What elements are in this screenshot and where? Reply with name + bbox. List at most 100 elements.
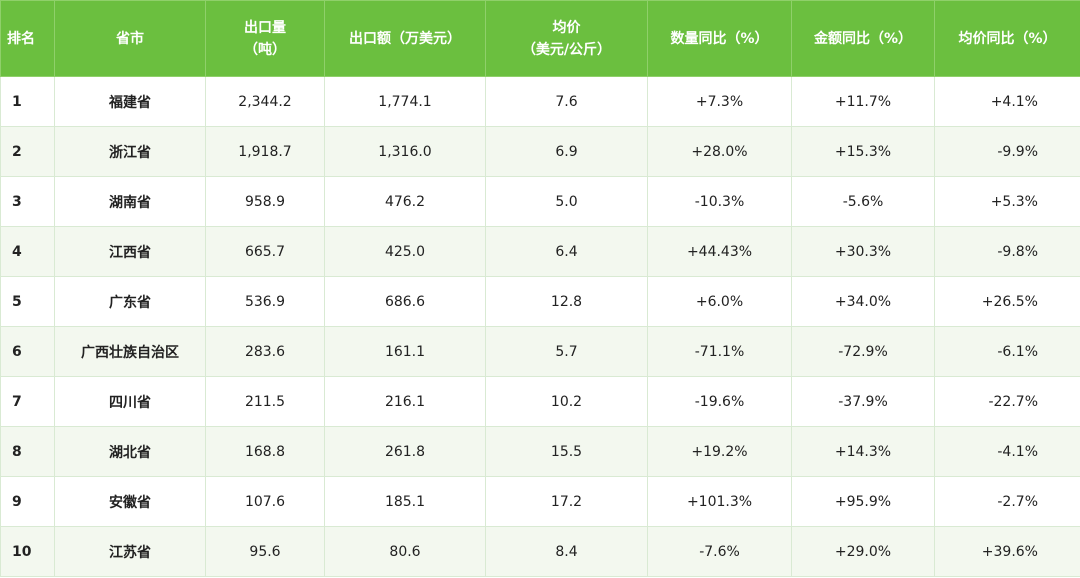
- cell-volume: 168.8: [205, 426, 325, 477]
- cell-value: 161.1: [324, 326, 486, 377]
- cell-volume: 665.7: [205, 226, 325, 277]
- cell-price-yoy: +26.5%: [934, 276, 1080, 327]
- cell-value: 686.6: [324, 276, 486, 327]
- header-rank: 排名: [0, 0, 55, 77]
- cell-rank: 9: [0, 476, 55, 527]
- cell-province: 江西省: [54, 226, 206, 277]
- table-row: 6 广西壮族自治区 283.6 161.1 5.7 -71.1% -72.9% -6.1%: [0, 326, 1080, 377]
- cell-price-yoy: -2.7%: [934, 476, 1080, 527]
- cell-value: 476.2: [324, 176, 486, 227]
- cell-volume: 107.6: [205, 476, 325, 527]
- cell-rank: 10: [0, 526, 55, 577]
- cell-volume-yoy: +44.43%: [647, 226, 792, 277]
- header-value: 出口额（万美元）: [324, 0, 486, 77]
- cell-value-yoy: +34.0%: [791, 276, 935, 327]
- table-row: 4 江西省 665.7 425.0 6.4 +44.43% +30.3% -9.8%: [0, 226, 1080, 277]
- header-volume-yoy: 数量同比（%）: [647, 0, 792, 77]
- cell-price: 8.4: [485, 526, 648, 577]
- cell-price: 10.2: [485, 376, 648, 427]
- cell-value-yoy: +29.0%: [791, 526, 935, 577]
- cell-value-yoy: -72.9%: [791, 326, 935, 377]
- cell-price: 6.9: [485, 126, 648, 177]
- cell-volume-yoy: -10.3%: [647, 176, 792, 227]
- cell-price-yoy: +4.1%: [934, 76, 1080, 127]
- cell-volume-yoy: +6.0%: [647, 276, 792, 327]
- cell-rank: 8: [0, 426, 55, 477]
- cell-province: 广西壮族自治区: [54, 326, 206, 377]
- table-row: 5 广东省 536.9 686.6 12.8 +6.0% +34.0% +26.5%: [0, 276, 1080, 327]
- cell-volume-yoy: +28.0%: [647, 126, 792, 177]
- table-row: 10 江苏省 95.6 80.6 8.4 -7.6% +29.0% +39.6%: [0, 526, 1080, 577]
- cell-price: 6.4: [485, 226, 648, 277]
- header-value-yoy: 金额同比（%）: [791, 0, 935, 77]
- cell-value: 425.0: [324, 226, 486, 277]
- cell-value-yoy: +11.7%: [791, 76, 935, 127]
- cell-rank: 1: [0, 76, 55, 127]
- cell-price: 7.6: [485, 76, 648, 127]
- cell-value-yoy: +30.3%: [791, 226, 935, 277]
- cell-price: 5.7: [485, 326, 648, 377]
- cell-value: 261.8: [324, 426, 486, 477]
- cell-volume: 283.6: [205, 326, 325, 377]
- header-row: 排名 省市 出口量 （吨） 出口额（万美元） 均价 （美元/公斤） 数量同比（%） …: [0, 0, 1080, 77]
- cell-price: 5.0: [485, 176, 648, 227]
- cell-value: 80.6: [324, 526, 486, 577]
- cell-volume-yoy: -7.6%: [647, 526, 792, 577]
- header-price-yoy: 均价同比（%）: [934, 0, 1080, 77]
- cell-rank: 3: [0, 176, 55, 227]
- cell-price-yoy: -4.1%: [934, 426, 1080, 477]
- cell-price-yoy: -22.7%: [934, 376, 1080, 427]
- cell-rank: 7: [0, 376, 55, 427]
- table-row: 2 浙江省 1,918.7 1,316.0 6.9 +28.0% +15.3% -9.9%: [0, 126, 1080, 177]
- table-row: 1 福建省 2,344.2 1,774.1 7.6 +7.3% +11.7% +4.1%: [0, 76, 1080, 127]
- cell-volume-yoy: +101.3%: [647, 476, 792, 527]
- cell-price-yoy: +5.3%: [934, 176, 1080, 227]
- cell-price: 15.5: [485, 426, 648, 477]
- cell-volume: 211.5: [205, 376, 325, 427]
- cell-volume-yoy: +19.2%: [647, 426, 792, 477]
- cell-price: 12.8: [485, 276, 648, 327]
- cell-volume-yoy: -19.6%: [647, 376, 792, 427]
- table-row: 3 湖南省 958.9 476.2 5.0 -10.3% -5.6% +5.3%: [0, 176, 1080, 227]
- cell-province: 安徽省: [54, 476, 206, 527]
- cell-rank: 4: [0, 226, 55, 277]
- cell-value-yoy: -5.6%: [791, 176, 935, 227]
- cell-price-yoy: -9.9%: [934, 126, 1080, 177]
- cell-value-yoy: +95.9%: [791, 476, 935, 527]
- cell-value: 185.1: [324, 476, 486, 527]
- cell-price-yoy: +39.6%: [934, 526, 1080, 577]
- cell-price: 17.2: [485, 476, 648, 527]
- cell-province: 浙江省: [54, 126, 206, 177]
- table-row: 8 湖北省 168.8 261.8 15.5 +19.2% +14.3% -4.1%: [0, 426, 1080, 477]
- cell-volume: 536.9: [205, 276, 325, 327]
- cell-value-yoy: +15.3%: [791, 126, 935, 177]
- cell-province: 湖北省: [54, 426, 206, 477]
- cell-province: 广东省: [54, 276, 206, 327]
- cell-value: 1,774.1: [324, 76, 486, 127]
- cell-value-yoy: +14.3%: [791, 426, 935, 477]
- cell-value: 1,316.0: [324, 126, 486, 177]
- cell-province: 湖南省: [54, 176, 206, 227]
- cell-volume: 2,344.2: [205, 76, 325, 127]
- cell-price-yoy: -6.1%: [934, 326, 1080, 377]
- cell-volume: 1,918.7: [205, 126, 325, 177]
- cell-rank: 2: [0, 126, 55, 177]
- header-volume: 出口量 （吨）: [205, 0, 325, 77]
- cell-value: 216.1: [324, 376, 486, 427]
- cell-rank: 5: [0, 276, 55, 327]
- cell-volume-yoy: -71.1%: [647, 326, 792, 377]
- header-province: 省市: [54, 0, 206, 77]
- cell-price-yoy: -9.8%: [934, 226, 1080, 277]
- table-row: 9 安徽省 107.6 185.1 17.2 +101.3% +95.9% -2.7%: [0, 476, 1080, 527]
- cell-province: 福建省: [54, 76, 206, 127]
- cell-volume: 95.6: [205, 526, 325, 577]
- cell-province: 江苏省: [54, 526, 206, 577]
- cell-province: 四川省: [54, 376, 206, 427]
- cell-rank: 6: [0, 326, 55, 377]
- table-row: 7 四川省 211.5 216.1 10.2 -19.6% -37.9% -22.7%: [0, 376, 1080, 427]
- cell-value-yoy: -37.9%: [791, 376, 935, 427]
- cell-volume-yoy: +7.3%: [647, 76, 792, 127]
- header-price: 均价 （美元/公斤）: [485, 0, 648, 77]
- cell-volume: 958.9: [205, 176, 325, 227]
